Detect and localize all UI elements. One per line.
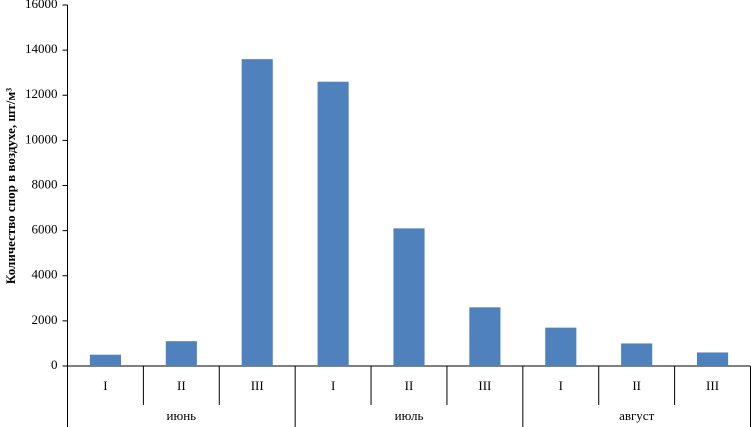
y-tick-label: 4000 [32, 267, 58, 282]
y-tick-label: 6000 [32, 222, 58, 237]
bar [621, 343, 653, 366]
bar [545, 327, 577, 366]
y-tick-label: 16000 [25, 0, 58, 11]
y-tick-label: 2000 [32, 312, 58, 327]
x-tick-label: I [103, 378, 107, 393]
x-tick-label: II [632, 378, 641, 393]
bar [89, 354, 122, 366]
bar [393, 228, 425, 366]
x-tick-label: III [706, 378, 719, 393]
group-label: июль [395, 408, 424, 423]
bar [317, 81, 349, 367]
x-tick-label: III [251, 378, 264, 393]
y-axis-label: Количество спор в воздухе, шт/м³ [3, 88, 18, 284]
y-tick-label: 8000 [32, 176, 58, 191]
x-tick-label: III [478, 378, 491, 393]
x-tick-label: I [559, 378, 563, 393]
y-tick-label: 0 [51, 357, 58, 372]
y-tick-label: 10000 [25, 131, 58, 146]
y-tick-label: 12000 [25, 86, 58, 101]
bar [241, 59, 273, 367]
group-label: июнь [167, 408, 197, 423]
x-tick-label: I [331, 378, 335, 393]
y-tick-label: 14000 [25, 41, 58, 56]
x-tick-label: II [177, 378, 186, 393]
bar [696, 352, 729, 366]
bar [165, 341, 197, 366]
bar [469, 307, 501, 366]
x-tick-label: II [405, 378, 414, 393]
group-label: август [619, 408, 655, 423]
